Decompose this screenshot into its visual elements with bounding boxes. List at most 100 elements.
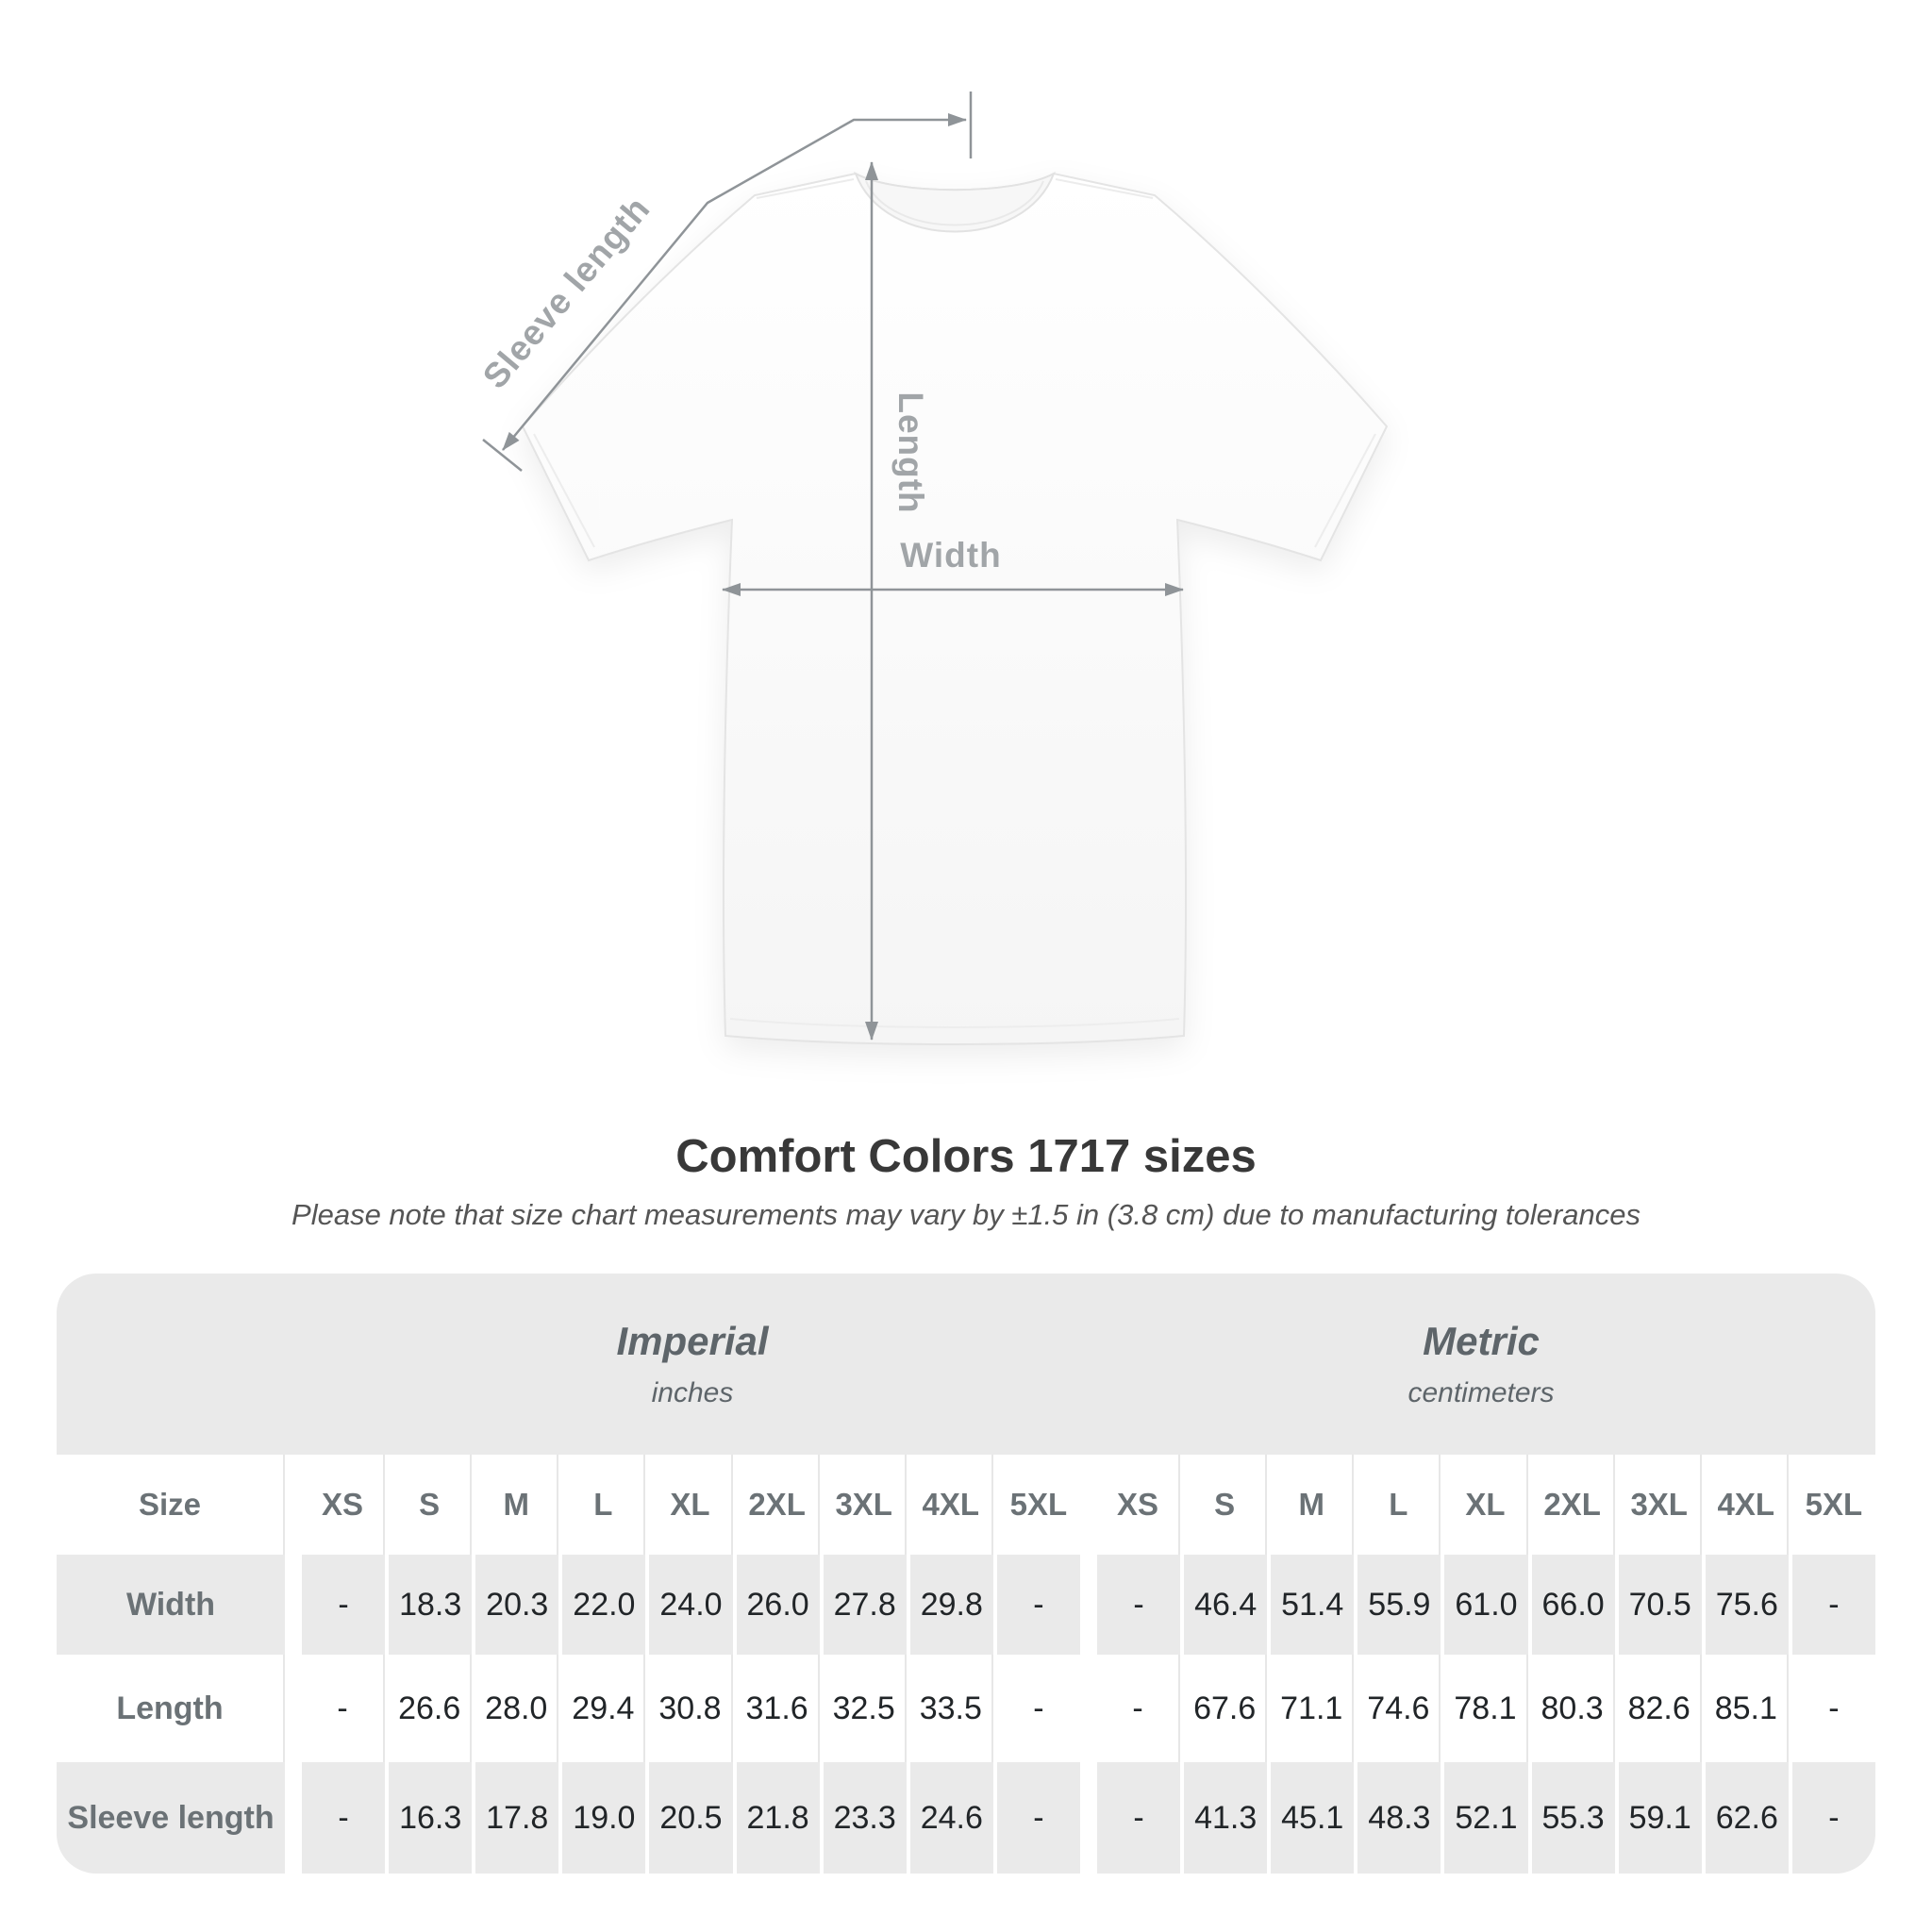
group-spacer [1084,1455,1093,1555]
value-cell: 82.6 [1618,1655,1702,1762]
size-grid: Size XS S M L XL 2XL 3XL 4XL 5XL XS S M … [57,1455,1875,1874]
metric-unit: centimeters [1407,1377,1555,1408]
value-cell: 22.0 [562,1555,646,1655]
size-col-header: L [562,1455,646,1555]
size-col-header: 4XL [909,1455,993,1555]
value-cell: 33.5 [909,1655,993,1762]
value-cell: 48.3 [1357,1762,1441,1874]
value-cell: - [302,1762,386,1874]
page-title: Comfort Colors 1717 sizes [675,1131,1257,1182]
value-cell: 29.4 [562,1655,646,1762]
value-cell: 26.6 [389,1655,473,1762]
size-col-header: M [1271,1455,1355,1555]
size-col-header: S [389,1455,473,1555]
value-cell: - [302,1555,386,1655]
value-cell: 41.3 [1184,1762,1268,1874]
value-cell: 67.6 [1184,1655,1268,1762]
value-cell: - [1097,1762,1181,1874]
units-band: Imperial inches Metric centimeters [57,1274,1875,1455]
value-cell: 59.1 [1618,1762,1702,1874]
group-spacer [289,1555,298,1655]
value-cell: 30.8 [649,1655,733,1762]
tshirt-measurement-diagram: Sleeve length Length Width [475,92,1389,1045]
value-cell: 16.3 [389,1762,473,1874]
row-label-width: Width [57,1555,285,1655]
value-cell: 80.3 [1531,1655,1615,1762]
value-cell: 52.1 [1444,1762,1528,1874]
tshirt-illustration [521,171,1389,1045]
value-cell: 29.8 [909,1555,993,1655]
size-col-header: 3XL [823,1455,907,1555]
value-cell: - [1791,1762,1875,1874]
imperial-unit: inches [651,1377,734,1408]
group-spacer [289,1655,298,1762]
value-cell: 61.0 [1444,1555,1528,1655]
measurement-lines [482,92,1184,1041]
row-label-length: Length [57,1655,285,1762]
value-cell: 18.3 [389,1555,473,1655]
sleeve-end-tick [482,439,523,472]
tolerance-note: Please note that size chart measurements… [291,1198,1641,1231]
value-cell: 66.0 [1531,1555,1615,1655]
size-col-header: L [1357,1455,1441,1555]
value-cell: 71.1 [1271,1655,1355,1762]
group-spacer [1084,1555,1093,1655]
imperial-label: Imperial [616,1319,769,1363]
value-cell: 78.1 [1444,1655,1528,1762]
value-cell: 55.9 [1357,1555,1441,1655]
value-cell: 26.0 [736,1555,820,1655]
group-spacer [1084,1655,1093,1762]
value-cell: 51.4 [1271,1555,1355,1655]
value-cell: 31.6 [736,1655,820,1762]
value-cell: 20.3 [475,1555,559,1655]
value-cell: - [302,1655,386,1762]
value-cell: 62.6 [1705,1762,1789,1874]
value-cell: 32.5 [823,1655,907,1762]
size-col-header: 2XL [736,1455,820,1555]
group-spacer [289,1762,298,1874]
tshirt-outline [521,172,1389,1045]
value-cell: 46.4 [1184,1555,1268,1655]
metric-group-header: Metric centimeters [1087,1274,1875,1455]
value-cell: 21.8 [736,1762,820,1874]
size-col-header: M [475,1455,559,1555]
value-cell: 19.0 [562,1762,646,1874]
value-cell: 17.8 [475,1762,559,1874]
value-cell: 74.6 [1357,1655,1441,1762]
value-cell: 45.1 [1271,1762,1355,1874]
value-cell: - [996,1762,1080,1874]
value-cell: 75.6 [1705,1555,1789,1655]
size-col-header: XL [1444,1455,1528,1555]
value-cell: 70.5 [1618,1555,1702,1655]
left-cuff-seam [533,433,595,548]
value-cell: 24.0 [649,1555,733,1655]
size-table: Imperial inches Metric centimeters Size … [57,1274,1875,1874]
right-shoulder-seam [1055,178,1154,199]
size-header: Size [57,1455,285,1555]
imperial-group-header: Imperial inches [298,1274,1087,1455]
size-col-header: XS [1097,1455,1181,1555]
value-cell: 20.5 [649,1762,733,1874]
value-cell: - [1097,1555,1181,1655]
value-cell: 85.1 [1705,1655,1789,1762]
value-cell: - [996,1655,1080,1762]
sleeve-length-arrow [502,113,967,451]
width-diagram-label: Width [900,536,1001,575]
value-cell: - [1791,1555,1875,1655]
metric-label: Metric [1423,1319,1540,1363]
size-col-header: S [1184,1455,1268,1555]
value-cell: - [1097,1655,1181,1762]
length-diagram-label: Length [891,391,930,513]
group-spacer [1084,1762,1093,1874]
size-col-header: 2XL [1531,1455,1615,1555]
value-cell: 24.6 [909,1762,993,1874]
value-cell: 55.3 [1531,1762,1615,1874]
size-col-header: XS [302,1455,386,1555]
right-cuff-seam [1314,433,1376,548]
size-col-header: XL [649,1455,733,1555]
value-cell: 27.8 [823,1555,907,1655]
value-cell: 23.3 [823,1762,907,1874]
group-spacer [289,1455,298,1555]
size-col-header: 5XL [1791,1455,1875,1555]
